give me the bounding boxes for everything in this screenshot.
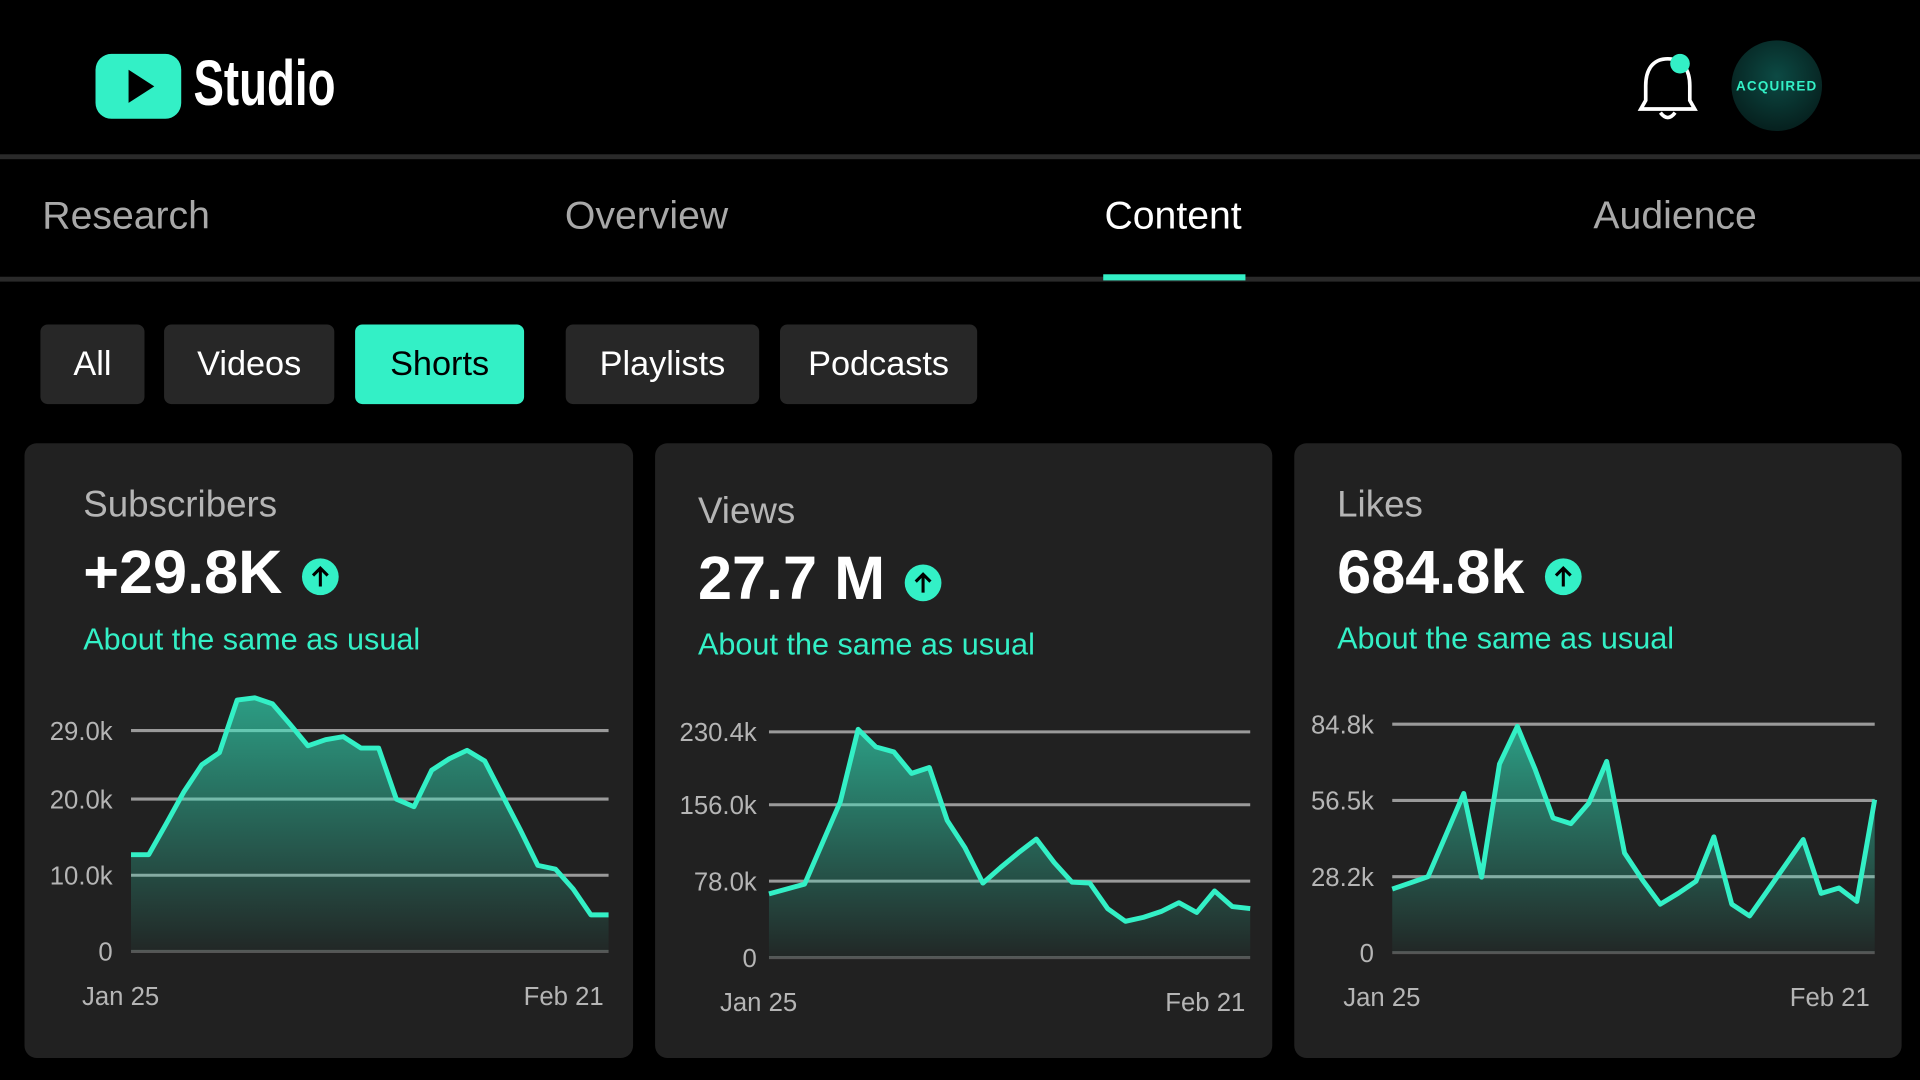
y-tick-label: 156.0k [680,792,757,820]
logo-play [128,69,155,103]
x-tick-label: Jan 25 [720,989,797,1017]
y-tick-label: 230.4k [680,719,757,747]
y-tick-label: 0 [98,939,112,967]
filter-label[interactable]: Videos [197,345,301,383]
divider [0,276,1920,282]
filter-label[interactable]: Podcasts [808,345,949,383]
x-tick-label: Jan 25 [1343,984,1420,1012]
trend-arrow [1554,565,1572,587]
filter-chip[interactable] [355,324,525,405]
metric-value: 684.8k [1337,538,1525,606]
metric-value: 27.7 M [698,544,885,612]
metric-note: About the same as usual [1337,622,1674,656]
y-tick-label: 28.2k [1311,864,1374,892]
y-tick-label: 78.0k [694,868,757,896]
cards: Subscribers +29.8K About the same as usual… [24,443,1902,1058]
y-tick-label: 10.0k [50,863,113,891]
tab[interactable]: Overview [565,194,729,237]
x-tick-label: Jan 25 [82,983,159,1011]
filter-label[interactable]: Shorts [390,345,489,383]
metric-note: About the same as usual [83,623,420,657]
tab-underline [1103,274,1246,281]
tab[interactable]: Research [42,194,210,237]
avatar-text: ACQUIRED [1736,79,1818,94]
metric-note: About the same as usual [698,628,1035,662]
y-tick-label: 84.8k [1311,711,1374,739]
filter-label[interactable]: Playlists [600,345,726,383]
avatar[interactable] [1731,40,1823,132]
y-tick-label: 0 [1360,940,1374,968]
area-fill [1392,726,1875,953]
y-tick-label: 20.0k [50,786,113,814]
trend-arrow [311,565,329,587]
x-tick-label: Feb 21 [524,983,604,1011]
filter-bar: All Videos Shorts Playlists Podcasts [40,324,978,405]
data-line [768,726,1251,924]
tab[interactable]: Content [1104,194,1241,237]
metric-title: Views [698,490,795,531]
y-tick-label: 29.0k [50,718,113,746]
metric-value: +29.8K [83,538,282,606]
filter-chip[interactable] [164,324,335,405]
data-line [131,695,609,918]
filter-chip[interactable] [780,324,978,405]
metric-title: Likes [1337,484,1423,525]
data-line [1391,723,1878,919]
filter-chip[interactable] [565,324,760,405]
area-fill [131,697,609,952]
y-tick-label: 56.5k [1311,788,1374,816]
area-fill [768,729,1251,958]
trend-arrow [914,572,932,593]
divider [0,154,1920,160]
tab[interactable]: Audience [1593,194,1756,237]
logo-text[interactable]: Studio [193,48,335,119]
y-tick-label: 0 [742,945,756,973]
filter-chip[interactable] [40,324,145,405]
tab-bar: Research Overview Content Audience [42,194,1757,281]
notification-dot [1670,53,1690,74]
metric-title: Subscribers [83,484,277,525]
x-tick-label: Feb 21 [1165,989,1245,1017]
filter-label[interactable]: All [73,345,111,383]
metric-card[interactable] [1294,443,1902,1058]
x-tick-label: Feb 21 [1790,984,1870,1012]
